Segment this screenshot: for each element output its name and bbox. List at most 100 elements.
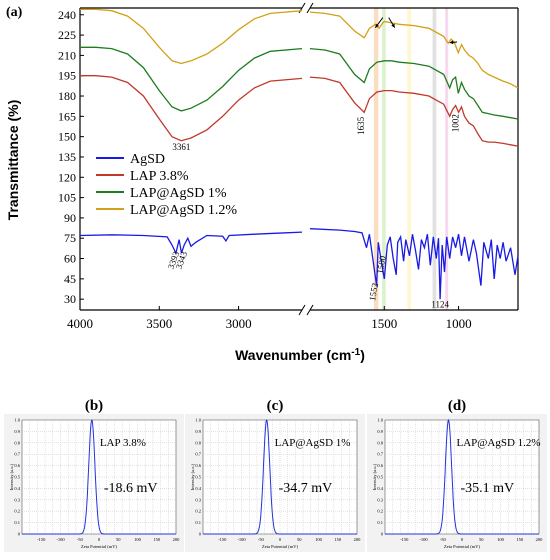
y-tick-label: 0.7	[14, 452, 20, 457]
x-tick-label: -100	[56, 537, 65, 542]
x-tick-label: 150	[516, 537, 524, 542]
x-tick-label: -50	[258, 537, 265, 542]
axis-break-mark	[298, 304, 306, 316]
y-tick-label: 0.4	[195, 486, 201, 491]
peak-annotation: 3361	[172, 142, 190, 152]
x-axis-label: Zeta Potential (mV)	[81, 544, 117, 549]
x-tick-label: 150	[334, 537, 342, 542]
y-tick-label: 0.8	[377, 440, 383, 445]
y-tick-label: 0.2	[377, 509, 383, 514]
y-tick-label: 1.0	[14, 418, 20, 423]
y-tick-label: 0.3	[14, 497, 20, 502]
y-tick-label: 0	[381, 532, 384, 537]
series-line	[309, 11, 519, 89]
highlight-band	[373, 8, 379, 310]
x-tick-label: 1500	[371, 316, 397, 331]
legend-label: LAP 3.8%	[130, 169, 189, 184]
axis-break-mark	[306, 2, 314, 14]
series-line	[80, 8, 303, 65]
y-axis-label: Intensity (a.u.)	[190, 463, 195, 490]
y-tick-label: 30	[64, 292, 76, 306]
sample-label: LAP 3.8%	[100, 437, 146, 449]
y-tick-label: 0.6	[377, 463, 383, 468]
x-tick-label: 200	[536, 537, 544, 542]
y-tick-label: 0.5	[195, 475, 201, 480]
highlight-band	[432, 8, 437, 310]
x-tick-label: -150	[218, 537, 227, 542]
zeta-panel-c: (c) 0 0.1 0.2 0.3 0.4 0.5 0.6 0.7 0.8 0.9 1.0 -150 -1…	[185, 398, 365, 552]
y-tick-label: 0.9	[377, 429, 383, 434]
y-tick-label: 0.6	[14, 463, 20, 468]
x-tick-label: 150	[153, 537, 161, 542]
legend-label: LAP@AgSD 1%	[130, 186, 227, 201]
y-tick-label: 0.6	[195, 463, 201, 468]
annotation-arrowhead	[449, 40, 454, 45]
y-tick-label: 0.1	[14, 520, 20, 525]
zeta-value-label: -34.7 mV	[279, 481, 333, 496]
y-axis-label: Intensity (a.u.)	[372, 463, 377, 490]
y-tick-label: 0.5	[14, 475, 20, 480]
x-tick-label: 0	[98, 537, 101, 542]
series-line	[309, 76, 519, 147]
y-tick-label: 1.0	[195, 418, 201, 423]
x-tick-label: -50	[77, 537, 84, 542]
y-tick-label: 0.9	[14, 429, 20, 434]
x-tick-label: -100	[237, 537, 246, 542]
y-axis-label: Transmittance (%)	[5, 100, 21, 221]
series-line	[309, 228, 519, 300]
x-tick-label: -150	[37, 537, 46, 542]
y-tick-label: 0.8	[14, 440, 20, 445]
y-tick-label: 0.4	[14, 486, 20, 491]
x-tick-label: 100	[134, 537, 142, 542]
panel-label: (b)	[85, 398, 103, 414]
zeta-panel-b: (b) 0 0.1 0.2 0.3 0.4 0.5 0.6 0.7 0.8 0.9 1.0 -150 -1…	[4, 398, 184, 552]
highlight-band	[382, 8, 386, 310]
x-axis-label: Wavenumber (cm-1)	[235, 347, 365, 363]
y-tick-label: 0.5	[377, 475, 383, 480]
y-tick-label: 195	[58, 69, 76, 83]
series-line	[80, 46, 303, 112]
series-line	[80, 75, 303, 142]
y-tick-label: 0.3	[195, 497, 201, 502]
y-tick-label: 150	[58, 130, 76, 144]
panel-label-a: (a)	[6, 5, 23, 20]
y-tick-label: 0	[18, 532, 21, 537]
y-tick-label: 0.2	[195, 509, 201, 514]
x-tick-label: 0	[279, 537, 282, 542]
y-tick-label: 0.3	[377, 497, 383, 502]
y-tick-label: 180	[58, 89, 76, 103]
peak-annotation: 1124	[431, 299, 449, 309]
legend-label: AgSD	[130, 152, 165, 167]
sample-label: LAP@AgSD 1%	[275, 437, 351, 449]
y-tick-label: 0.4	[377, 486, 383, 491]
y-tick-label: 210	[58, 48, 76, 62]
y-tick-label: 75	[64, 231, 76, 245]
zeta-value-label: -18.6 mV	[104, 481, 158, 496]
x-tick-label: 3500	[146, 316, 172, 331]
annotation-arrowhead	[375, 23, 379, 28]
x-tick-label: -150	[400, 537, 409, 542]
x-tick-label: 200	[354, 537, 362, 542]
peak-annotation: 1635	[356, 116, 366, 134]
zeta-value-label: -35.1 mV	[460, 481, 514, 496]
highlight-band	[407, 8, 412, 310]
zeta-peak-line	[203, 419, 357, 535]
x-tick-label: 50	[479, 537, 484, 542]
y-tick-label: 225	[58, 28, 76, 42]
peak-annotation: 1500	[375, 255, 388, 275]
x-tick-label: 100	[315, 537, 323, 542]
series-line	[309, 47, 519, 120]
x-tick-label: 4000	[67, 316, 93, 331]
zeta-peak-line	[385, 418, 539, 535]
x-tick-label: -100	[419, 537, 428, 542]
highlight-band	[445, 8, 449, 310]
x-tick-label: -50	[440, 537, 447, 542]
peak-annotation: 1552	[367, 282, 380, 301]
panel-label: (c)	[267, 398, 284, 414]
y-tick-label: 0.7	[377, 452, 383, 457]
y-tick-label: 0	[199, 532, 202, 537]
zeta-panel-d: (d) 0 0.1 0.2 0.3 0.4 0.5 0.6 0.7 0.8 0.9 1.0 -150 -1…	[367, 398, 547, 552]
y-tick-label: 45	[64, 272, 76, 286]
annotation-arrowhead	[391, 23, 395, 28]
y-tick-label: 0.1	[377, 520, 383, 525]
